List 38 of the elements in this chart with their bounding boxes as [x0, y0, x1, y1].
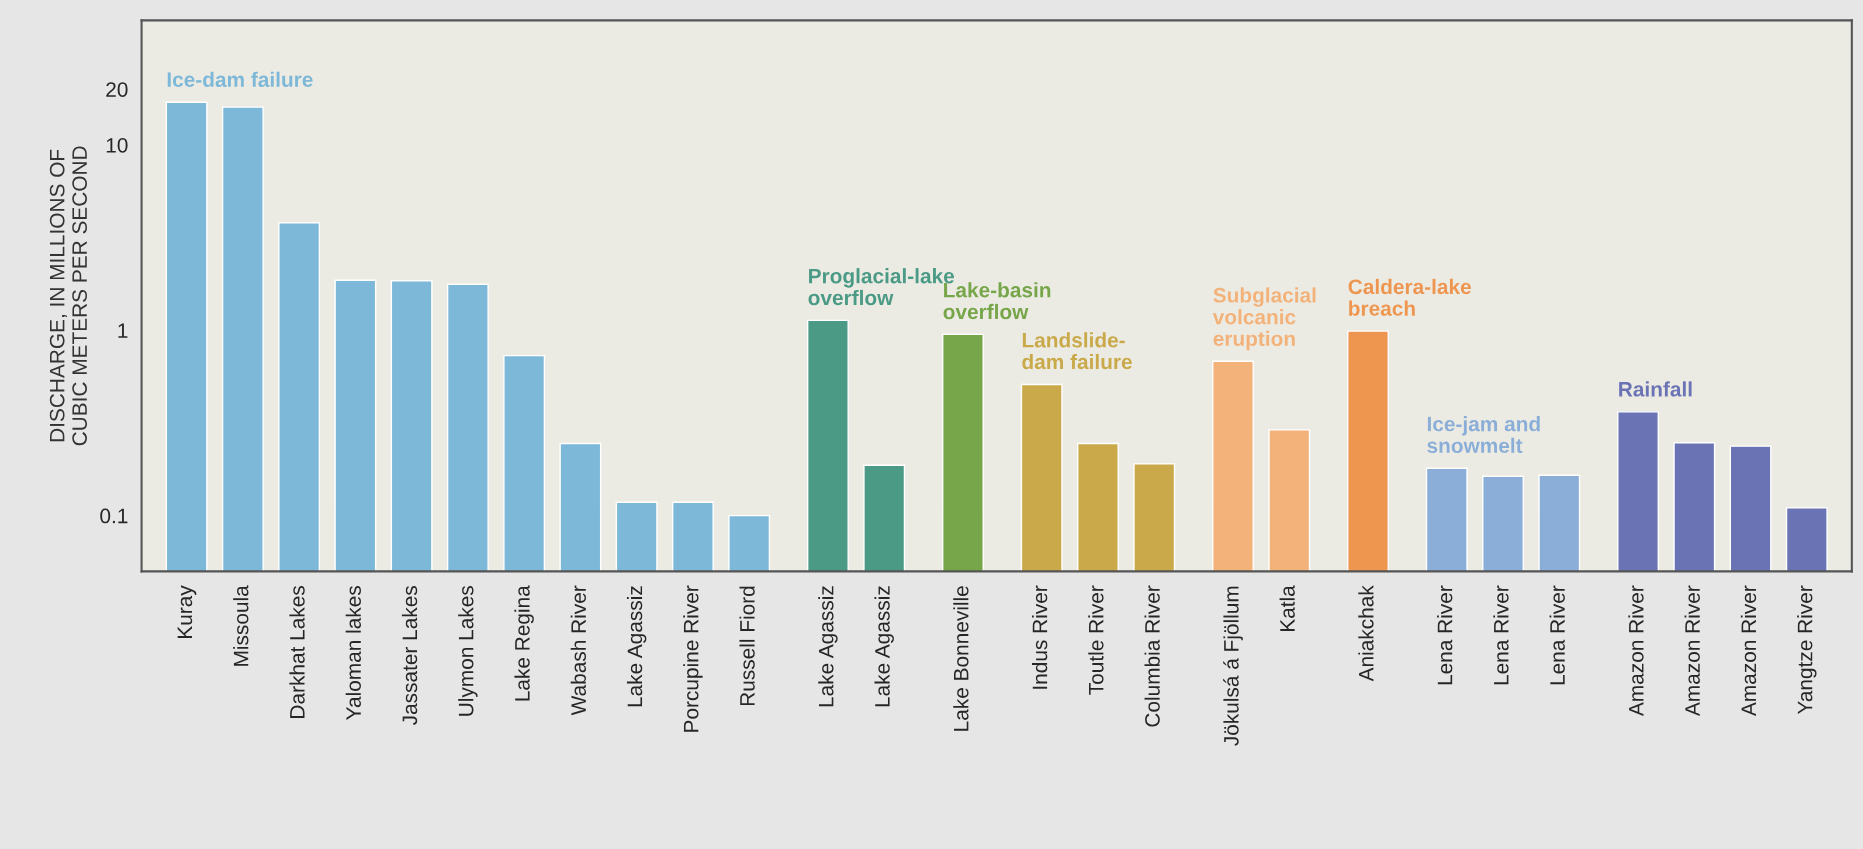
x-tick-label: Amazon River: [1628, 585, 1644, 717]
x-tick-label: Katla: [1279, 585, 1295, 632]
x-tick-label: Lake Bonneville: [953, 586, 969, 731]
x-tick-label: Wabash River: [570, 585, 586, 716]
series-label: Rainfall: [1619, 381, 1692, 397]
x-tick-label: Ulymon Lakes: [458, 586, 478, 716]
series-label: Caldera-lake breach: [1348, 278, 1471, 316]
x-tick-label: Indus River: [1032, 585, 1048, 689]
x-tick-label: Toutle River: [1088, 585, 1104, 695]
x-tick-label: Lena River: [1493, 585, 1509, 685]
x-tick-label: Lake Regina: [514, 585, 534, 701]
x-tick-label: Kuray: [177, 585, 197, 638]
series-label: Ice-jam and snowmelt: [1427, 416, 1540, 454]
series-label: Landslide- dam failure: [1022, 332, 1132, 370]
x-tick-label: Amazon River: [1684, 585, 1700, 717]
x-tick-label: Missoula: [233, 585, 249, 666]
y-tick-label: 0.1: [100, 508, 128, 524]
x-tick-label: Lena River: [1549, 585, 1565, 685]
x-tick-label: Lena River: [1437, 585, 1453, 685]
x-tick-label: Lake Agassiz: [874, 586, 894, 707]
y-tick-label: 20: [106, 82, 128, 97]
x-tick-label: Amazon River: [1740, 585, 1757, 717]
x-tick-label: Darkhat Lakes: [289, 586, 305, 718]
x-tick-label: Lake Agassiz: [818, 586, 838, 707]
series-label: Ice-dam failure: [167, 71, 313, 87]
y-tick-label: 1: [118, 323, 128, 338]
x-tick-label: Porcupine River: [683, 585, 703, 732]
y-axis-title: DISCHARGE, IN MILLIONS OF CUBIC METERS PER SECOND: [49, 146, 87, 446]
x-tick-label: Columbia River: [1144, 585, 1160, 727]
x-tick-label: Lake Agassiz: [626, 586, 647, 707]
x-tick-label: Jassater Lakes: [401, 586, 418, 726]
x-tick-label: Jökulsá á Fjöllum: [1223, 586, 1243, 746]
x-tick-label: Aniakchak: [1358, 585, 1374, 682]
x-tick-label: Yangtze River: [1797, 585, 1817, 715]
series-label: Subglacial volcanic eruption: [1212, 287, 1316, 351]
x-tick-label: Yaloman lakes: [345, 586, 361, 720]
y-tick-label: 10: [106, 137, 128, 153]
x-tick-label: Russell Fiord: [739, 586, 755, 706]
